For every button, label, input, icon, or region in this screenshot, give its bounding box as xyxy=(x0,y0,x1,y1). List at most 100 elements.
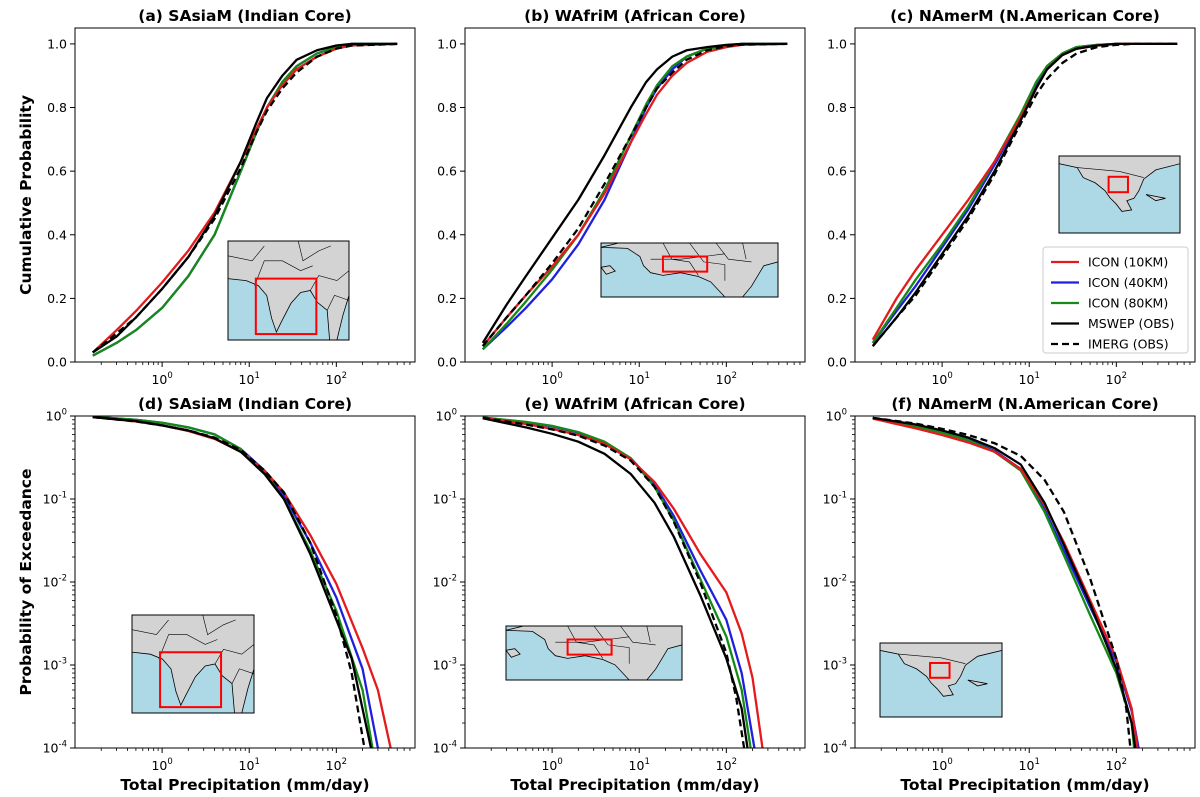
land-americas xyxy=(505,648,521,658)
land-caribbean xyxy=(967,679,988,687)
border xyxy=(662,242,699,276)
border xyxy=(650,253,725,260)
border xyxy=(555,636,630,643)
border xyxy=(620,625,656,646)
x-tick-label: 102 xyxy=(1106,757,1127,773)
panel-b: (b) WAfriM (African Core) 100 101 102 0.0 0.2… xyxy=(437,7,806,387)
border xyxy=(715,242,752,263)
legend-label-icon-10km: ICON (10KM) xyxy=(1088,255,1168,270)
x-tick-label: 102 xyxy=(326,757,347,773)
y-tick-label: 0.4 xyxy=(437,227,457,242)
series-mswep-obs xyxy=(871,42,1178,347)
land-asia xyxy=(131,614,255,714)
x-tick-label: 102 xyxy=(716,757,737,773)
y-tick-label: 10-1 xyxy=(433,491,457,507)
y-tick-label: 10-1 xyxy=(823,491,847,507)
y-tick-label: 0.2 xyxy=(47,291,67,306)
panel-e: (e) WAfriM (African Core) 100 101 102 10-4 10… xyxy=(433,395,806,794)
series-lines xyxy=(871,42,1178,347)
axes-frame xyxy=(854,415,1196,749)
y-tick-label: 10-3 xyxy=(823,657,847,673)
y-tick-label: 0.8 xyxy=(437,100,457,115)
y-tick-label: 10-2 xyxy=(823,574,847,590)
axes-frame xyxy=(74,27,416,363)
x-tick-label: 102 xyxy=(716,371,737,387)
border xyxy=(202,614,236,636)
y-tick-label: 0.0 xyxy=(47,355,67,370)
border xyxy=(131,619,169,635)
x-tick-label: 102 xyxy=(326,371,347,387)
panel-title: (e) WAfriM (African Core) xyxy=(524,395,745,413)
land-asia xyxy=(227,240,350,341)
y-tick-label: 100 xyxy=(436,408,457,424)
series-icon-80km xyxy=(482,416,752,748)
y-tick-label: 0.8 xyxy=(47,100,67,115)
legend-label-mswep-obs: MSWEP (OBS) xyxy=(1088,316,1174,331)
map-inset xyxy=(227,240,350,341)
border xyxy=(567,625,604,659)
x-tick-label: 101 xyxy=(1019,371,1040,387)
border xyxy=(214,644,255,665)
y-tick-label: 100 xyxy=(826,408,847,424)
y-tick-label: 1.0 xyxy=(437,36,457,51)
border xyxy=(227,245,265,262)
panel-title: (c) NAmerM (N.American Core) xyxy=(890,7,1160,25)
y-tick-label: 10-1 xyxy=(43,491,67,507)
series-mswep-obs xyxy=(872,416,1137,748)
land-caribbean xyxy=(1145,194,1166,202)
series-lines xyxy=(481,42,788,351)
panel-title: (a) SAsiaM (Indian Core) xyxy=(138,7,351,25)
x-tick-label: 101 xyxy=(629,757,650,773)
border xyxy=(158,634,218,660)
border xyxy=(254,260,313,286)
series-lines xyxy=(482,416,764,748)
series-imerg-obs xyxy=(872,416,1132,748)
border xyxy=(898,653,966,664)
x-tick-label: 101 xyxy=(1019,757,1040,773)
series-imerg-obs xyxy=(482,416,746,748)
legend-label-icon-40km: ICON (40KM) xyxy=(1088,275,1168,290)
region-box xyxy=(254,277,318,336)
legend-box xyxy=(1042,246,1189,354)
series-mswep-obs xyxy=(482,417,749,748)
border xyxy=(593,625,630,664)
y-tick-label: 10-2 xyxy=(433,574,457,590)
map-inset xyxy=(600,242,779,298)
series-mswep-obs xyxy=(92,42,398,354)
inset-frame xyxy=(879,642,1003,718)
series-icon-40km xyxy=(482,416,756,748)
x-tick-label: 100 xyxy=(931,757,952,773)
inset-frame xyxy=(131,614,255,714)
x-tick-label: 100 xyxy=(151,371,172,387)
y-tick-label: 0.0 xyxy=(437,355,457,370)
map-inset xyxy=(505,625,683,681)
y-tick-label: 0.4 xyxy=(827,227,847,242)
y-axis-label: Probability of Exceedance xyxy=(17,468,35,695)
series-lines xyxy=(91,42,398,357)
inset-frame xyxy=(505,625,683,681)
land-north-america xyxy=(879,642,1003,697)
y-tick-label: 10-4 xyxy=(433,740,457,756)
y-tick-label: 10-2 xyxy=(43,574,67,590)
border xyxy=(742,242,747,260)
x-tick-label: 101 xyxy=(239,757,260,773)
y-tick-label: 10-3 xyxy=(43,657,67,673)
x-tick-label: 101 xyxy=(239,371,260,387)
y-tick-label: 1.0 xyxy=(827,36,847,51)
land-north-america xyxy=(1058,155,1181,212)
border xyxy=(310,270,350,291)
inset-frame xyxy=(227,240,350,341)
y-tick-label: 0.4 xyxy=(47,227,67,242)
panel-title: (b) WAfriM (African Core) xyxy=(524,7,746,25)
series-lines xyxy=(872,416,1140,748)
axes-frame xyxy=(854,27,1196,363)
series-imerg-obs xyxy=(871,42,1178,347)
y-tick-label: 0.6 xyxy=(437,164,457,179)
border xyxy=(646,625,651,643)
axes-frame xyxy=(464,415,806,749)
x-tick-label: 100 xyxy=(151,757,172,773)
series-mswep-obs xyxy=(481,42,788,344)
inset-frame xyxy=(1058,155,1181,234)
x-tick-label: 101 xyxy=(629,371,650,387)
x-tick-label: 100 xyxy=(931,371,952,387)
